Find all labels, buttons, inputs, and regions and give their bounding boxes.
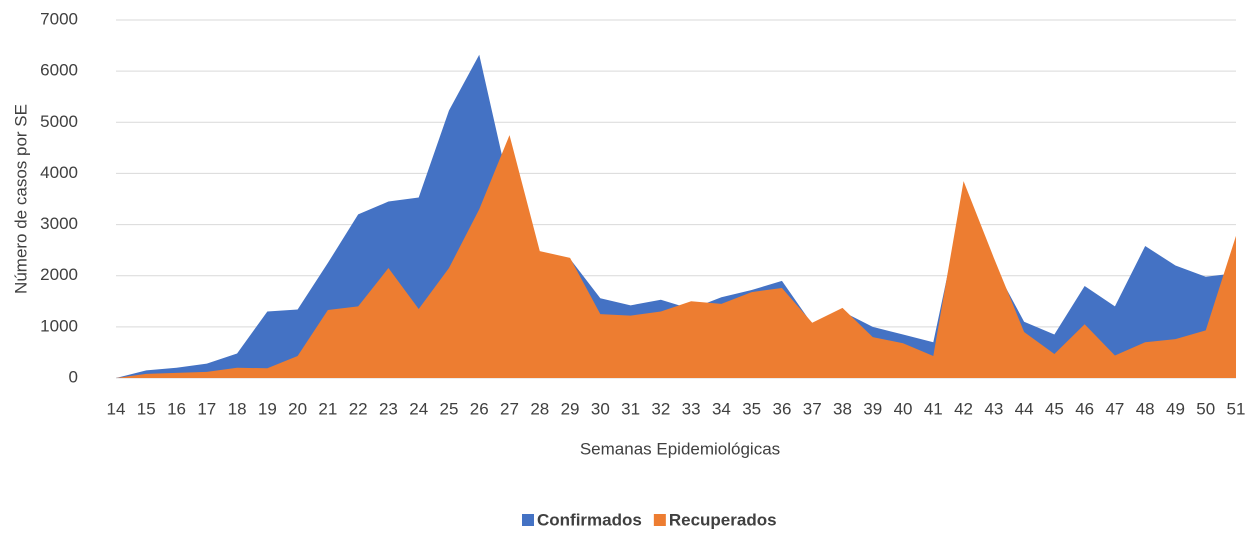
x-tick-label: 26 (470, 399, 489, 418)
y-tick-label: 5000 (40, 112, 78, 131)
x-tick-label: 34 (712, 399, 731, 418)
x-tick-label: 20 (288, 399, 307, 418)
x-tick-label: 16 (167, 399, 186, 418)
y-tick-label: 6000 (40, 61, 78, 80)
x-tick-label: 47 (1105, 399, 1124, 418)
x-tick-label: 18 (228, 399, 247, 418)
x-tick-label: 29 (561, 399, 580, 418)
x-tick-label: 15 (137, 399, 156, 418)
x-tick-label: 44 (1015, 399, 1034, 418)
x-tick-label: 23 (379, 399, 398, 418)
x-tick-label: 38 (833, 399, 852, 418)
x-tick-label: 37 (803, 399, 822, 418)
y-tick-label: 3000 (40, 214, 78, 233)
x-tick-label: 24 (409, 399, 428, 418)
y-tick-label: 7000 (40, 9, 78, 28)
legend-swatch (653, 514, 666, 526)
x-tick-label: 32 (651, 399, 670, 418)
area (116, 135, 1236, 378)
x-tick-label: 40 (894, 399, 913, 418)
x-tick-label: 30 (591, 399, 610, 418)
x-tick-label: 19 (258, 399, 277, 418)
x-axis-label: Semanas Epidemiológicas (580, 439, 780, 458)
x-tick-label: 46 (1075, 399, 1094, 418)
x-tick-label: 17 (197, 399, 216, 418)
x-tick-label: 14 (107, 399, 126, 418)
x-tick-label: 51 (1227, 399, 1246, 418)
x-tick-label: 33 (682, 399, 701, 418)
x-tick-label: 49 (1166, 399, 1185, 418)
x-tick-label: 35 (742, 399, 761, 418)
y-tick-label: 1000 (40, 316, 78, 335)
x-tick-label: 25 (440, 399, 459, 418)
legend-swatch (522, 514, 534, 526)
x-tick-label: 21 (318, 399, 337, 418)
legend-label: Confirmados (537, 510, 642, 529)
x-tick-label: 50 (1196, 399, 1215, 418)
x-tick-label: 43 (984, 399, 1003, 418)
x-tick-label: 28 (530, 399, 549, 418)
y-axis-label: Número de casos por SE (11, 104, 30, 294)
y-tick-label: 2000 (40, 265, 78, 284)
x-tick-label: 31 (621, 399, 640, 418)
legend-label: Recuperados (669, 510, 777, 529)
x-tick-label: 39 (863, 399, 882, 418)
x-tick-label: 45 (1045, 399, 1064, 418)
y-tick-label: 4000 (40, 163, 78, 182)
x-tick-label: 22 (349, 399, 368, 418)
x-tick-label: 36 (772, 399, 791, 418)
y-tick-label: 0 (69, 367, 78, 386)
x-tick-label: 42 (954, 399, 973, 418)
x-tick-label: 48 (1136, 399, 1155, 418)
x-tick-label: 27 (500, 399, 519, 418)
x-tick-label: 41 (924, 399, 943, 418)
